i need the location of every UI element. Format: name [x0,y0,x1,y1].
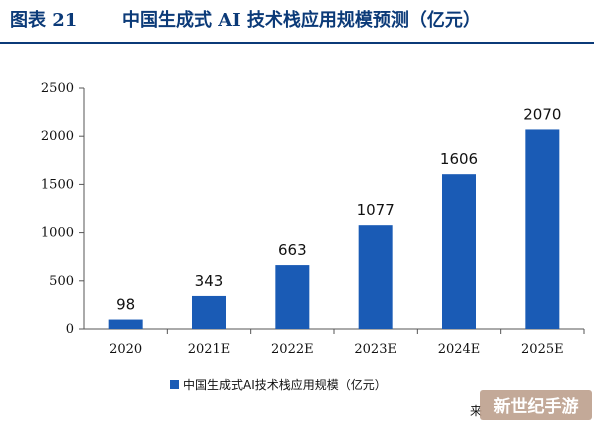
chart-title: 中国生成式 AI 技术栈应用规模预测（亿元） [122,10,481,31]
bar-2024E [442,174,476,329]
data-label-2020: 98 [116,296,135,314]
data-label-2024E: 1606 [440,150,478,168]
x-tick-label-2023E: 2023E [354,342,397,357]
x-tick-label-2024E: 2024E [438,342,481,357]
x-tick-label-2022E: 2022E [271,342,314,357]
y-tick-label: 1000 [41,226,74,241]
x-tick-label-2025E: 2025E [521,342,564,357]
y-tick-label: 2000 [41,129,74,144]
data-label-2023E: 1077 [357,201,395,219]
legend-label: 中国生成式AI技术栈应用规模（亿元） [183,377,387,392]
x-tick-label-2020: 2020 [109,342,142,357]
y-tick-label: 1500 [41,177,74,192]
x-tick-label-2021E: 2021E [188,342,231,357]
y-tick-label: 2500 [41,81,74,96]
y-tick-label: 500 [49,274,74,289]
bar-2022E [275,265,310,329]
figure-header: 图表 21 中国生成式 AI 技术栈应用规模预测（亿元） [0,0,594,44]
bar-2025E [525,129,560,329]
watermark-partial-text: 来 [470,404,482,418]
bar-2023E [358,225,393,329]
bar-2020 [108,319,143,329]
watermark-badge [480,390,592,420]
legend-swatch [170,380,179,389]
bar-2021E [192,295,226,329]
bar-chart: 0 500 1000 1500 2000 2500 98 2020 343 2021E 663 202… [41,81,592,420]
data-label-2021E: 343 [195,272,224,290]
data-label-2025E: 2070 [523,105,561,123]
y-tick-label: 0 [66,322,74,337]
figure-label: 图表 21 [10,10,78,31]
data-label-2022E: 663 [278,241,307,259]
watermark-text: 新世纪手游 [494,396,579,417]
